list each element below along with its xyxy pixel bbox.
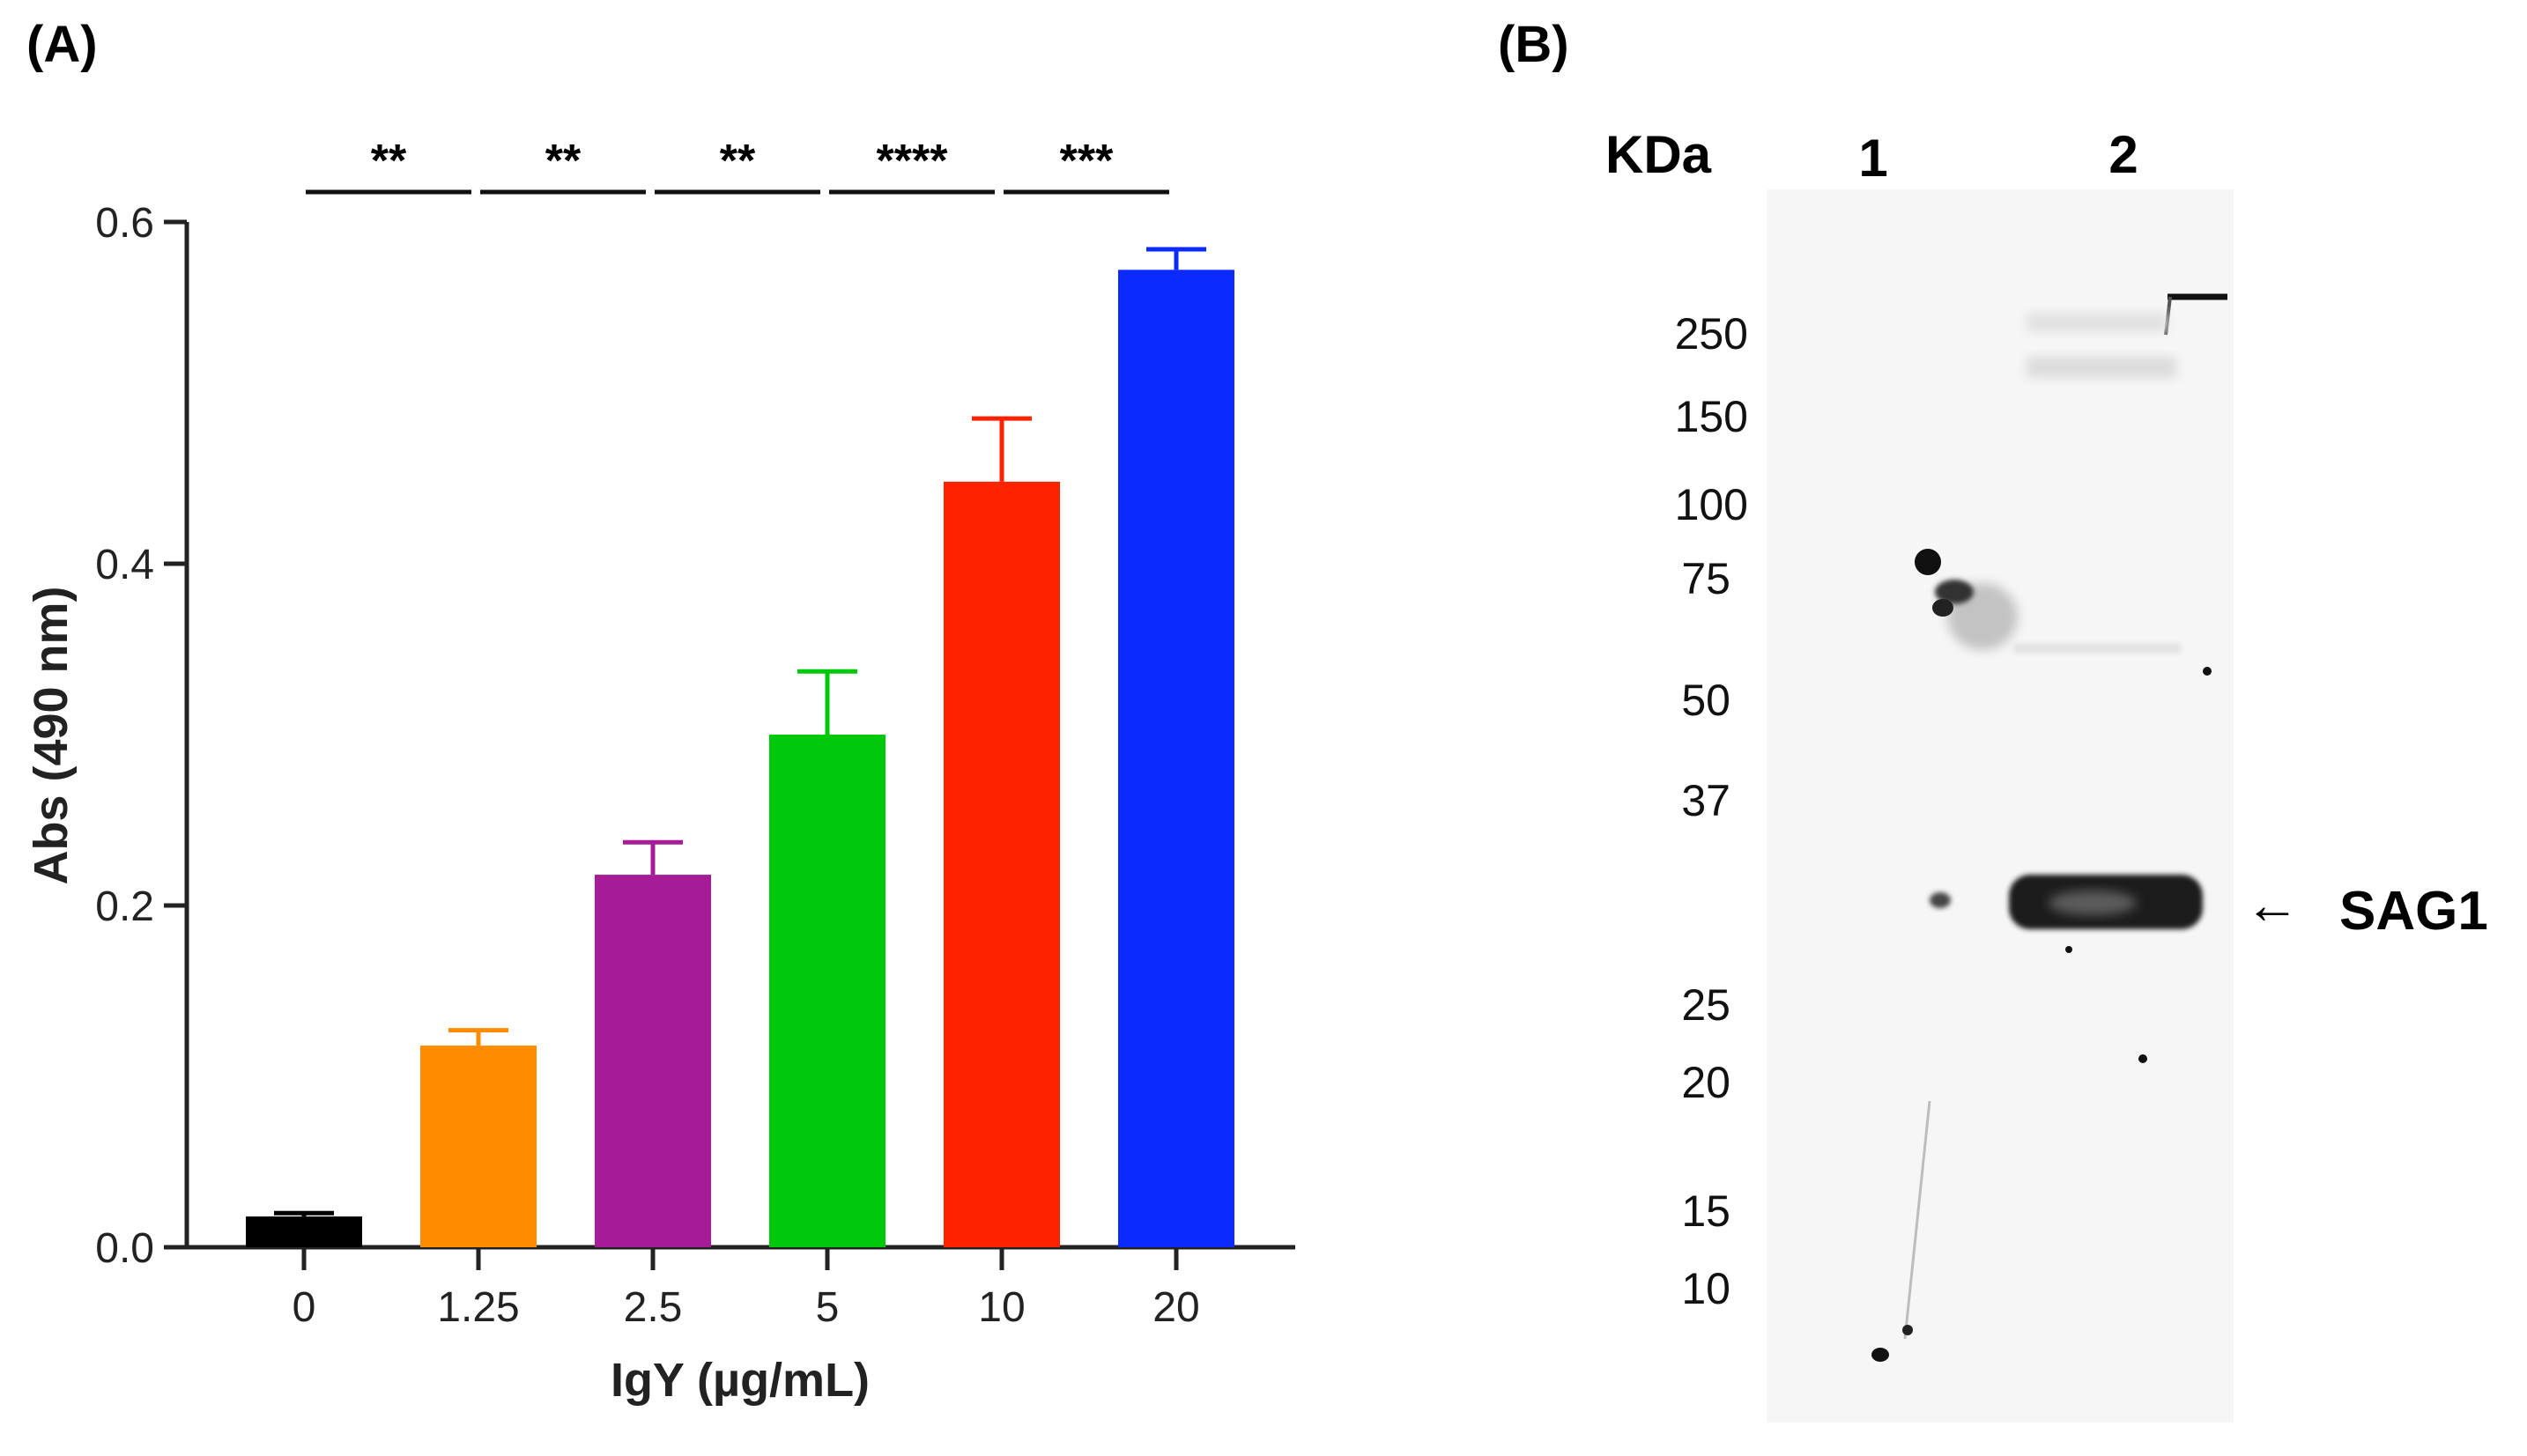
lane-2-signal: [2009, 293, 2227, 1063]
band-arrow: ←: [2245, 875, 2300, 935]
significance-stars: **: [371, 136, 407, 187]
significance-marks: ** ** ** **** ***: [306, 136, 1169, 195]
panel-a-label: (A): [26, 16, 98, 73]
bars: [246, 270, 1234, 1247]
marker-label: 50: [1681, 676, 1730, 725]
x-tick-label: 5: [816, 1284, 840, 1331]
kda-label: KDa: [1605, 125, 1712, 184]
marker-label: 25: [1681, 980, 1730, 1030]
x-tick-label: 0: [293, 1284, 316, 1331]
marker-label: 15: [1681, 1186, 1730, 1236]
significance-stars: **: [720, 136, 756, 187]
y-tick-label: 0.2: [95, 883, 154, 930]
y-axis-title: Abs (490 nm): [25, 586, 78, 884]
lane-label: 2: [2108, 125, 2138, 184]
significance-stars: **: [545, 136, 582, 187]
bar: [1118, 270, 1234, 1247]
error-bars: [274, 247, 1206, 1217]
blot-membrane: [1767, 189, 2234, 1423]
x-tick-label: 2.5: [624, 1284, 683, 1331]
x-tick-label: 1.25: [437, 1284, 519, 1331]
bar: [769, 735, 886, 1247]
marker-label: 100: [1675, 480, 1748, 529]
y-tick-label: 0.0: [95, 1225, 154, 1272]
marker-label: 150: [1675, 392, 1748, 441]
y-tick-label: 0.6: [95, 200, 154, 247]
western-blot: KDa 1 2 250 150 100 75 50 37 25 20 15 10: [1605, 125, 2488, 1423]
bar-chart: 0.00.20.40.6 0 1.25 2.5 5 10 20 ** ** ** **** ***…: [25, 136, 1295, 1407]
y-tick-label: 0.4: [95, 542, 154, 588]
lane-label: 1: [1858, 129, 1887, 188]
marker-label: 37: [1681, 776, 1730, 825]
lane-1-signal: [1871, 549, 2018, 1362]
marker-label: 10: [1681, 1264, 1730, 1313]
significance-stars: ****: [877, 136, 949, 187]
marker-label: 20: [1681, 1058, 1730, 1107]
sag1-label: SAG1: [2339, 881, 2488, 942]
panel-b-label: (B): [1498, 16, 1569, 73]
x-axis-title: IgY (µg/mL): [611, 1354, 870, 1407]
bar: [420, 1046, 537, 1247]
y-ticks: 0.0 0.2 0.4 0.6: [95, 200, 187, 1272]
marker-label: 75: [1681, 554, 1730, 603]
x-tick-label: 10: [978, 1284, 1025, 1331]
marker-label: 250: [1675, 309, 1748, 358]
bar: [246, 1216, 362, 1247]
significance-stars: ***: [1060, 136, 1114, 187]
bar: [944, 481, 1060, 1247]
x-tick-label: 20: [1152, 1284, 1199, 1331]
x-ticks: 0 1.25 2.5 5 10 20: [293, 1247, 1200, 1331]
bar: [595, 875, 711, 1247]
